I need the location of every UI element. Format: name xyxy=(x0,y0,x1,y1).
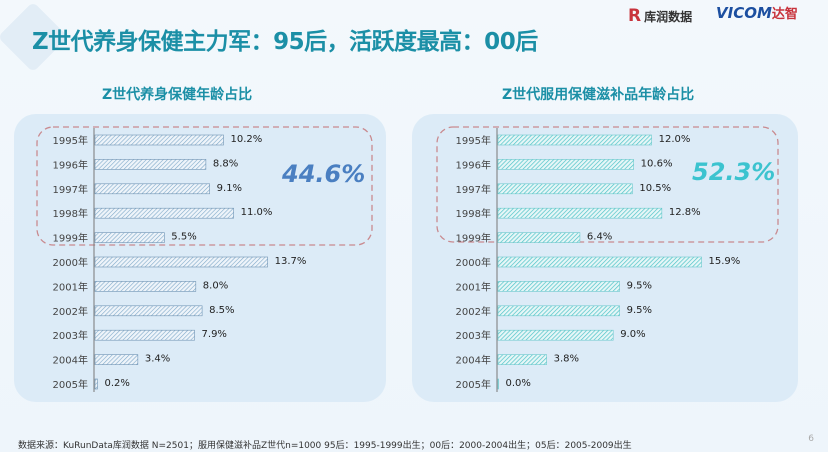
left-highlight-total: 44.6% xyxy=(282,160,366,188)
right-data-label: 9.5% xyxy=(627,305,652,316)
left-tick-label: 1998年 xyxy=(53,207,88,220)
right-bar xyxy=(497,207,663,219)
right-tick-label: 2004年 xyxy=(456,354,491,367)
left-data-label: 13.7% xyxy=(275,256,307,267)
right-data-label: 12.8% xyxy=(669,207,701,218)
left-bar xyxy=(94,329,195,341)
left-tick-label: 1997年 xyxy=(53,183,88,196)
left-tick-label: 2004年 xyxy=(53,354,88,367)
page-number: 6 xyxy=(808,434,814,444)
right-bar xyxy=(497,305,620,317)
left-chart-title: Z世代养身保健年龄占比 xyxy=(102,87,253,103)
left-bar xyxy=(94,256,268,268)
left-bar xyxy=(94,207,234,219)
right-tick-label: 2000年 xyxy=(456,256,491,269)
right-tick-label: 2001年 xyxy=(456,280,491,293)
right-tick-label: 2003年 xyxy=(456,329,491,342)
right-data-label: 15.9% xyxy=(709,256,741,267)
left-bar xyxy=(94,305,203,317)
left-data-label: 9.1% xyxy=(217,183,242,194)
footnote: 数据来源：KuRunData库润数据 N=2501；服用保健滋补品Z世代n=10… xyxy=(18,441,632,451)
right-tick-label: 1999年 xyxy=(456,232,491,245)
left-data-label: 3.4% xyxy=(145,354,170,365)
left-tick-label: 2005年 xyxy=(53,378,88,391)
right-highlight-total: 52.3% xyxy=(692,158,776,186)
left-bar xyxy=(94,232,165,243)
right-bar xyxy=(497,256,702,268)
left-data-label: 11.0% xyxy=(241,207,273,218)
left-tick-label: 2002年 xyxy=(53,305,88,318)
left-bar xyxy=(94,183,210,195)
left-bar xyxy=(94,159,207,170)
left-bar xyxy=(94,281,197,292)
right-tick-label: 1995年 xyxy=(456,134,491,147)
left-data-label: 8.5% xyxy=(209,305,234,316)
vicom-logo: VICOM达智 xyxy=(716,4,798,22)
right-data-label: 9.0% xyxy=(620,329,645,340)
right-tick-label: 1997年 xyxy=(456,183,491,196)
left-tick-label: 2000年 xyxy=(53,256,88,269)
right-bar xyxy=(497,281,620,292)
right-highlight-box xyxy=(436,126,779,243)
right-data-label: 3.8% xyxy=(554,354,579,365)
page-title: Z世代养身保健主力军：95后，活跃度最高：00后 xyxy=(32,29,538,55)
left-bar xyxy=(94,134,224,146)
right-data-label: 6.4% xyxy=(587,232,612,243)
right-tick-label: 2002年 xyxy=(456,305,491,318)
right-data-label: 10.5% xyxy=(639,183,671,194)
right-chart-title: Z世代服用保健滋补品年龄占比 xyxy=(502,87,695,103)
left-tick-label: 1999年 xyxy=(53,232,88,245)
right-bar xyxy=(497,134,652,146)
left-data-label: 5.5% xyxy=(171,232,196,243)
right-bar xyxy=(497,183,633,195)
right-data-label: 12.0% xyxy=(659,134,691,145)
left-data-label: 7.9% xyxy=(202,329,227,340)
left-data-label: 8.8% xyxy=(213,158,238,169)
right-tick-label: 1998年 xyxy=(456,207,491,220)
right-bar xyxy=(497,159,634,170)
right-tick-label: 1996年 xyxy=(456,158,491,171)
right-data-label: 9.5% xyxy=(627,280,652,291)
left-tick-label: 1996年 xyxy=(53,158,88,171)
kurun-logo: R 库润数据 xyxy=(628,6,693,26)
right-data-label: 0.0% xyxy=(506,378,531,389)
left-data-label: 0.2% xyxy=(105,378,130,389)
right-bar xyxy=(497,378,499,390)
left-highlight-box xyxy=(36,126,373,246)
left-bar xyxy=(94,354,139,365)
left-tick-label: 2001年 xyxy=(53,280,88,293)
right-bar xyxy=(497,329,614,341)
left-data-label: 8.0% xyxy=(203,280,228,291)
left-bar xyxy=(94,378,98,390)
right-bar xyxy=(497,232,581,243)
right-data-label: 10.6% xyxy=(641,158,673,169)
right-tick-label: 2005年 xyxy=(456,378,491,391)
left-data-label: 10.2% xyxy=(231,134,263,145)
right-bar xyxy=(497,354,547,365)
left-tick-label: 2003年 xyxy=(53,329,88,342)
left-tick-label: 1995年 xyxy=(53,134,88,147)
